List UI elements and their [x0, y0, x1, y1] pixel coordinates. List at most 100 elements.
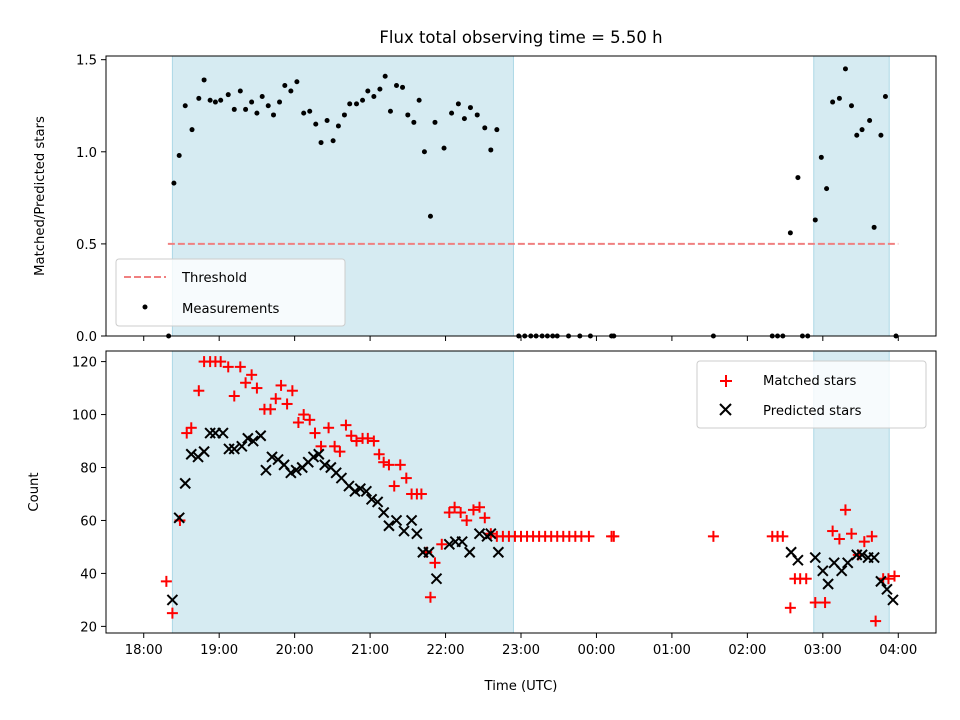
legend-predicted-swatch: [719, 403, 732, 416]
predicted-point: [228, 443, 240, 455]
matched-point: [400, 472, 412, 484]
predicted-point: [875, 575, 887, 588]
x-tick-label: 22:00: [427, 643, 465, 658]
measurement-point: [377, 86, 383, 92]
y-tick-label: 20: [80, 620, 97, 635]
matched-point: [193, 385, 205, 397]
predicted-point: [290, 464, 302, 476]
matched-point: [429, 557, 441, 569]
matched-point: [800, 573, 812, 585]
legend-matched-label: Matched stars: [763, 374, 856, 389]
measurement-point: [335, 123, 341, 129]
top-legend: Threshold Measurements: [115, 258, 346, 327]
matched-point: [275, 379, 287, 391]
measurement-point: [288, 88, 294, 94]
matched-point: [455, 507, 467, 519]
matched-point: [858, 536, 870, 548]
predicted-point: [492, 546, 505, 558]
x-tick-label: 21:00: [351, 643, 389, 658]
measurement-point: [488, 147, 494, 153]
predicted-point: [166, 594, 179, 606]
matched-point: [436, 538, 448, 550]
x-tick-label: 19:00: [200, 643, 238, 658]
predicted-point: [887, 594, 899, 606]
predicted-point: [217, 427, 229, 439]
predicted-point: [842, 557, 854, 569]
matched-point: [315, 440, 327, 452]
x-tick-label: 18:00: [125, 643, 163, 658]
x-axis-label: Time (UTC): [484, 679, 558, 694]
matched-point: [608, 530, 620, 542]
measurement-point: [265, 103, 271, 109]
measurement-point: [277, 99, 283, 105]
measurement-point: [318, 140, 324, 146]
y-tick-label: 40: [80, 567, 97, 582]
predicted-point: [868, 551, 880, 564]
matched-point: [240, 377, 252, 389]
measurement-point: [449, 110, 455, 116]
matched-point: [304, 414, 316, 426]
x-tick-label: 03:00: [804, 643, 842, 658]
measurement-point: [371, 94, 377, 100]
measurement-point: [271, 112, 277, 118]
measurement-point: [243, 106, 249, 112]
measurement-point: [854, 132, 860, 138]
measurement-point: [301, 110, 307, 116]
predicted-point: [365, 493, 378, 505]
predicted-point: [173, 512, 185, 524]
matched-point: [298, 409, 310, 421]
matched-point: [583, 530, 595, 542]
measurement-point: [212, 99, 218, 105]
predicted-point: [390, 514, 403, 527]
measurement-point: [282, 82, 288, 88]
measurement-point: [189, 127, 195, 133]
measurement-point: [441, 145, 447, 151]
x-tick-label: 00:00: [577, 643, 615, 658]
measurement-point: [494, 127, 500, 133]
predicted-point: [198, 445, 210, 458]
predicted-point: [822, 578, 834, 590]
measurement-point: [787, 230, 793, 236]
x-tick-label: 02:00: [728, 643, 766, 658]
measurement-point: [365, 88, 371, 94]
measurement-point: [171, 180, 177, 186]
measurement-point: [482, 125, 488, 131]
predicted-point: [423, 546, 435, 558]
matched-point: [286, 385, 298, 397]
measurement-point: [382, 73, 388, 79]
matched-point: [388, 480, 400, 492]
matched-point: [246, 369, 258, 381]
top-legend-frame: [115, 258, 346, 327]
predicted-point: [179, 477, 191, 490]
matched-point: [383, 459, 395, 471]
y-tick-label: 60: [80, 514, 97, 529]
measurement-point: [237, 88, 243, 94]
measurement-point: [842, 66, 848, 72]
predicted-point: [411, 527, 423, 540]
matched-point: [251, 382, 263, 394]
matched-point: [292, 416, 304, 428]
legend-measurements-label: Measurements: [182, 302, 280, 317]
measurement-point: [830, 99, 836, 105]
bottom-y-ticks: 20 40 60 80 100 120: [72, 356, 106, 635]
measurement-point: [218, 97, 224, 103]
predicted-point: [360, 485, 373, 498]
measurement-point: [432, 119, 438, 125]
matched-point: [394, 459, 406, 471]
predicted-point: [254, 430, 267, 442]
measurement-point: [259, 94, 265, 100]
measurement-point: [848, 103, 854, 109]
y-tick-label: 100: [72, 409, 97, 424]
top-x-ticks: [143, 336, 899, 341]
predicted-point: [319, 459, 331, 471]
legend-matched-swatch: [720, 375, 732, 387]
predicted-point: [835, 565, 848, 577]
shaded-interval: [813, 55, 890, 337]
matched-point: [362, 432, 374, 444]
measurement-point: [254, 110, 260, 116]
matched-point: [449, 501, 461, 513]
measurement-point: [324, 117, 330, 123]
matched-point: [443, 507, 455, 519]
measurement-point: [836, 95, 842, 101]
